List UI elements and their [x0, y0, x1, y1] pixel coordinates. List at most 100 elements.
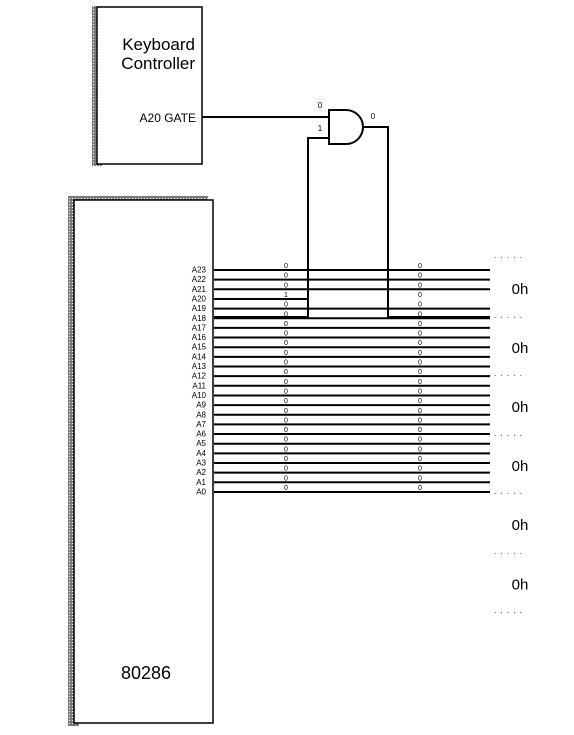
gate-wires	[202, 116, 490, 318]
address-line-cpu-value: 0	[284, 417, 288, 424]
hex-group-value: 0h	[512, 281, 529, 298]
address-line-name: A2	[196, 468, 206, 477]
address-line-bus-value: 0	[418, 485, 422, 492]
address-line-a8: A8 0 0	[196, 408, 490, 419]
and-gate: 0 1 0	[318, 101, 376, 145]
hex-group-value: 0h	[512, 517, 529, 534]
address-line-name: A22	[192, 275, 207, 284]
address-line-cpu-value: 0	[284, 360, 288, 367]
address-line-a12: A12 0 0	[192, 369, 490, 381]
address-line-bus-value: 0	[418, 379, 422, 386]
address-line-bus-value: 0	[418, 302, 422, 309]
address-line-bus-value: 0	[418, 350, 422, 357]
address-line-name: A7	[196, 420, 206, 429]
address-line-a7: A7 0 0	[196, 417, 490, 429]
address-line-a13: A13 0 0	[192, 360, 490, 371]
group-separator: . . . . .	[494, 606, 523, 615]
address-line-bus-value: 0	[418, 311, 422, 318]
address-line-cpu-value: 0	[284, 321, 288, 328]
address-line-bus-value: 0	[418, 282, 422, 289]
address-line-a2: A2 0 0	[196, 466, 490, 477]
hex-group-value: 0h	[512, 340, 529, 357]
address-line-a19: A19 0 0	[192, 302, 490, 313]
hex-groups: . . . . . . . . . . . . . . . . . . . . . . …	[494, 251, 528, 615]
address-line-bus-value: 0	[418, 427, 422, 434]
address-line-name: A3	[196, 459, 206, 468]
address-line-bus-value: 0	[418, 408, 422, 415]
address-line-a21: A21 0 0	[192, 282, 490, 294]
keyboard-controller-title-line1: Keyboard	[122, 35, 195, 54]
address-line-cpu-value: 0	[284, 446, 288, 453]
address-line-name: A4	[196, 449, 206, 458]
address-line-a16: A16 0 0	[192, 331, 490, 342]
address-line-bus-value: 0	[418, 321, 422, 328]
address-line-cpu-value: 0	[284, 398, 288, 405]
cpu-label: 80286	[121, 663, 171, 683]
address-line-name: A1	[196, 478, 206, 487]
address-line-cpu-value: 0	[284, 456, 288, 463]
address-line-a18: A18 0 0	[192, 311, 490, 323]
address-line-name: A11	[192, 381, 206, 390]
address-line-a1: A1 0 0	[196, 475, 490, 487]
address-line-a22: A22 0 0	[192, 273, 490, 284]
address-line-cpu-value: 1	[284, 292, 288, 299]
address-line-bus-value: 0	[418, 417, 422, 424]
address-line-name: A23	[192, 266, 207, 275]
address-line-cpu-value: 0	[284, 388, 288, 395]
address-line-cpu-value: 0	[284, 350, 288, 357]
group-separator: . . . . .	[494, 311, 523, 320]
address-line-a0: A0 0 0	[196, 485, 490, 496]
address-line-name: A16	[192, 333, 207, 342]
hex-group-value: 0h	[512, 458, 529, 475]
address-line-name: A21	[192, 285, 207, 294]
address-line-name: A6	[196, 430, 206, 439]
address-line-cpu-value: 0	[284, 273, 288, 280]
address-line-name: A14	[192, 352, 207, 361]
gate-output-wire	[362, 126, 490, 318]
address-line-a6: A6 0 0	[196, 427, 490, 439]
address-line-a4: A4 0 0	[196, 446, 490, 458]
address-line-cpu-value: 0	[284, 331, 288, 338]
cpu-80286: 80286	[68, 196, 214, 726]
and-gate-input-b-value: 1	[318, 124, 323, 133]
address-line-bus-value: 0	[418, 456, 422, 463]
address-line-cpu-value: 0	[284, 475, 288, 482]
address-line-cpu-value: 0	[284, 427, 288, 434]
address-line-name: A15	[192, 343, 207, 352]
address-line-name: A19	[192, 304, 207, 313]
address-line-cpu-value: 0	[284, 408, 288, 415]
address-line-name: A13	[192, 362, 207, 371]
address-line-cpu-value: 0	[284, 485, 288, 492]
address-line-bus-value: 0	[418, 437, 422, 444]
address-line-cpu-value: 0	[284, 302, 288, 309]
address-line-cpu-value: 0	[284, 466, 288, 473]
address-line-a3: A3 0 0	[196, 456, 490, 468]
address-line-cpu-value: 0	[284, 379, 288, 386]
address-line-bus-value: 0	[418, 360, 422, 367]
address-line-a11: A11 0 0	[192, 379, 490, 390]
cpu-shadow-top	[68, 196, 208, 202]
address-line-bus-value: 0	[418, 466, 422, 473]
keyboard-controller-title-line2: Controller	[121, 54, 195, 73]
address-line-name: A10	[192, 391, 207, 400]
address-line-a20: A20 1 0	[192, 292, 422, 304]
address-line-bus-value: 0	[418, 446, 422, 453]
address-line-bus-value: 0	[418, 263, 422, 270]
address-line-name: A17	[192, 323, 207, 332]
address-line-bus-value: 0	[418, 388, 422, 395]
address-line-name: A5	[196, 439, 206, 448]
address-line-a10: A10 0 0	[192, 388, 490, 400]
address-line-cpu-value: 0	[284, 369, 288, 376]
and-gate-input-a-value: 0	[318, 101, 323, 110]
address-line-a14: A14 0 0	[192, 350, 490, 361]
address-line-cpu-value: 0	[284, 437, 288, 444]
address-line-a5: A5 0 0	[196, 437, 490, 448]
address-line-bus-value: 0	[418, 340, 422, 347]
address-line-a15: A15 0 0	[192, 340, 490, 352]
address-line-name: A12	[192, 372, 207, 381]
address-line-name: A0	[196, 487, 206, 496]
address-line-bus-value: 0	[418, 475, 422, 482]
hex-group-value: 0h	[512, 399, 529, 416]
